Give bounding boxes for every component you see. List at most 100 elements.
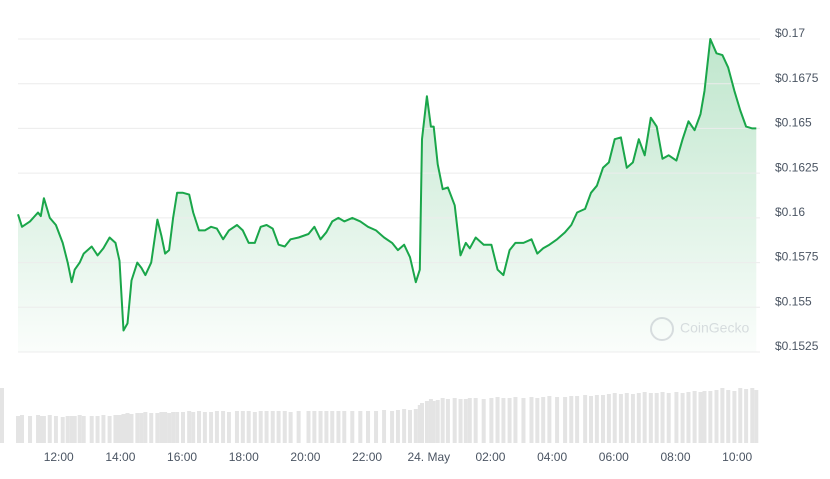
volume-bar [270, 411, 275, 443]
volume-bar [726, 390, 731, 443]
volume-bar [428, 399, 433, 443]
volume-bar [171, 412, 176, 443]
x-tick-label: 14:00 [105, 450, 135, 464]
volume-bar [296, 411, 301, 443]
volume-bar [159, 412, 164, 443]
price-area [18, 39, 757, 352]
volume-bar [575, 396, 580, 443]
volume-bar [129, 414, 134, 443]
volume-bar [583, 395, 588, 443]
volume-bar [16, 416, 20, 443]
volume-bar [660, 392, 665, 443]
volume-bar [374, 411, 379, 443]
volume-bar [630, 394, 635, 443]
volume-bar [264, 411, 269, 443]
y-tick-label: $0.17 [775, 26, 805, 40]
volume-bar [417, 405, 422, 443]
volume-bar [467, 398, 472, 443]
volume-bar [139, 413, 144, 443]
volume-bar [318, 411, 323, 443]
volume-bar [135, 413, 140, 443]
volume-bar [452, 398, 457, 443]
y-tick-label: $0.16 [775, 205, 805, 219]
price-line [17, 38, 757, 332]
volume-bar [28, 416, 33, 443]
volume-bar [155, 413, 160, 443]
volume-bar [535, 398, 540, 443]
volume-bar [563, 397, 568, 443]
volume-bar [234, 411, 239, 443]
volume-bar [714, 390, 719, 443]
volume-bar [312, 411, 317, 443]
volume-bar [81, 416, 86, 443]
volume-bar [197, 411, 202, 443]
watermark-logo [650, 317, 674, 341]
volume-bar [125, 413, 130, 443]
volume-bar [395, 410, 400, 443]
volume-bar [53, 416, 58, 443]
volume-bar [698, 392, 703, 443]
x-tick-label: 18:00 [229, 450, 259, 464]
volume-bar [0, 388, 4, 443]
x-tick-label: 08:00 [660, 450, 690, 464]
volume-bar [180, 412, 185, 443]
x-tick-label: 24. May [407, 450, 450, 464]
x-tick-label: 04:00 [537, 450, 567, 464]
volume-bar [636, 393, 641, 443]
volume-bar [489, 398, 494, 443]
volume-bar [167, 413, 172, 443]
volume-bar [569, 396, 574, 443]
volume-bar [342, 411, 347, 443]
volume-bar [708, 391, 713, 443]
x-tick-label: 12:00 [44, 450, 74, 464]
volume-bar [306, 411, 311, 443]
volume-bar [121, 414, 126, 443]
x-tick-label: 06:00 [599, 450, 629, 464]
volume-bar [507, 398, 512, 443]
volume-bar [101, 415, 106, 443]
volume-bar [419, 403, 424, 443]
volume-bar [107, 416, 112, 443]
x-tick-label: 16:00 [167, 450, 197, 464]
volume-bar [41, 416, 46, 443]
volume-bar [495, 397, 500, 443]
volume-bar [529, 397, 534, 443]
volume-bar [366, 411, 371, 443]
x-tick-label: 22:00 [352, 450, 382, 464]
volume-bar [720, 388, 725, 443]
volume-bar [692, 391, 697, 443]
volume-bar [276, 411, 281, 443]
volume-bar [214, 411, 219, 443]
volume-bar [481, 399, 486, 443]
volume-bar [541, 397, 546, 443]
volume-bar [36, 415, 41, 443]
volume-bar [246, 411, 251, 443]
volume-bar [38, 416, 43, 443]
volume-bar [435, 400, 440, 443]
volume-bar [407, 410, 412, 443]
volume-bar [521, 398, 526, 443]
volume-bar [113, 415, 118, 443]
volume-bar [513, 397, 518, 443]
volume-bar [60, 417, 65, 443]
volume-bar [424, 401, 429, 443]
volume-bar [458, 399, 463, 443]
volume-bar [738, 388, 743, 443]
volume-bar [324, 411, 329, 443]
y-tick-label: $0.1575 [775, 250, 819, 264]
y-tick-label: $0.1525 [775, 339, 819, 353]
volume-bar [143, 412, 148, 443]
x-tick-label: 20:00 [290, 450, 320, 464]
volume-bar [588, 396, 593, 443]
volume-bar [350, 411, 355, 443]
volume-bar [686, 392, 691, 443]
volume-bar [501, 398, 506, 443]
volume-bar [594, 395, 599, 443]
volume-bar [547, 396, 552, 443]
volume-bar [89, 416, 94, 443]
volume-bar [555, 397, 560, 443]
volume-bar [445, 399, 450, 443]
volume-bar [402, 409, 407, 443]
watermark: CoinGecko [650, 317, 749, 341]
